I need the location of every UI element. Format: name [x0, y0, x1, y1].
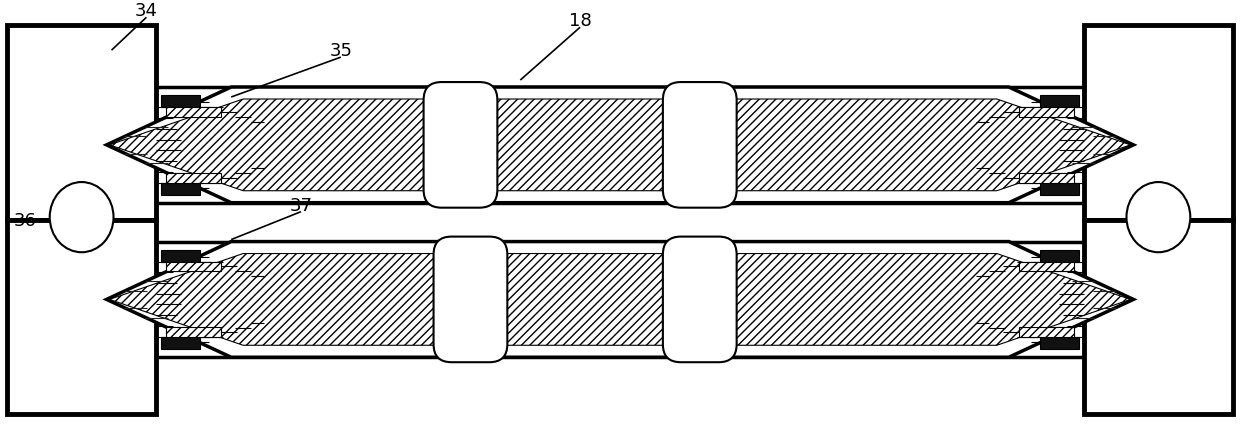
- Text: 34: 34: [135, 2, 157, 20]
- Text: 36: 36: [14, 211, 37, 229]
- Bar: [161, 250, 200, 262]
- Polygon shape: [107, 242, 1133, 358]
- FancyBboxPatch shape: [424, 83, 497, 208]
- Bar: [1084, 220, 1233, 414]
- Text: 18: 18: [569, 12, 591, 30]
- Bar: [1040, 250, 1079, 262]
- Bar: [166, 108, 221, 118]
- Bar: [166, 262, 221, 272]
- Bar: [1019, 174, 1074, 183]
- Bar: [1019, 108, 1074, 118]
- Polygon shape: [109, 100, 1131, 191]
- Bar: [161, 183, 200, 195]
- Bar: [1040, 96, 1079, 108]
- Bar: [1040, 338, 1079, 349]
- Bar: [1084, 26, 1233, 220]
- Polygon shape: [107, 88, 1133, 203]
- Bar: [1019, 262, 1074, 272]
- Bar: [166, 328, 221, 338]
- Bar: [161, 338, 200, 349]
- Ellipse shape: [50, 183, 114, 253]
- Bar: [7, 220, 156, 414]
- Bar: [166, 174, 221, 183]
- Bar: [161, 96, 200, 108]
- Ellipse shape: [1126, 183, 1190, 253]
- FancyBboxPatch shape: [434, 237, 507, 362]
- Bar: [1040, 183, 1079, 195]
- Polygon shape: [109, 254, 1131, 345]
- Bar: [7, 26, 156, 220]
- Text: 37: 37: [289, 196, 312, 214]
- Bar: [1019, 328, 1074, 338]
- Text: 35: 35: [330, 42, 352, 60]
- FancyBboxPatch shape: [663, 83, 737, 208]
- FancyBboxPatch shape: [663, 237, 737, 362]
